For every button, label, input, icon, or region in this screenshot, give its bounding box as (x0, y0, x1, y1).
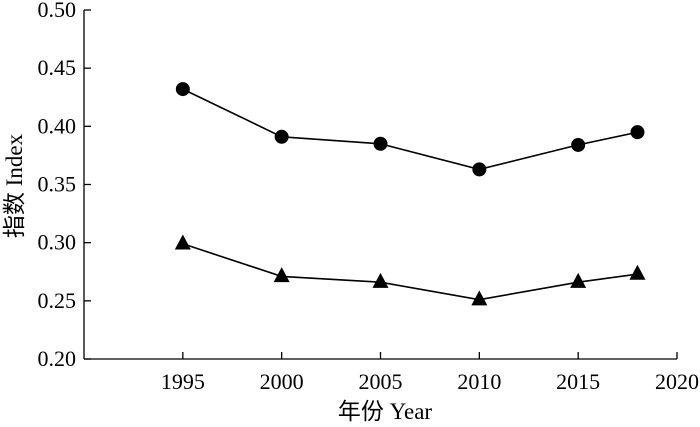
x-tick-label: 2010 (457, 369, 501, 394)
y-tick-label: 0.20 (38, 346, 77, 371)
triangle-point (570, 272, 587, 288)
triangle-point (629, 264, 646, 280)
triangle-point (372, 272, 389, 288)
circle-point (175, 82, 190, 97)
circle-point (472, 162, 487, 177)
y-tick-label: 0.30 (38, 230, 77, 255)
series-2 (174, 234, 646, 306)
series-line (182, 243, 638, 301)
series-1 (175, 82, 645, 177)
x-tick-label: 2015 (556, 369, 600, 394)
y-axis: 0.20 0.25 0.30 0.35 0.40 0.45 0.50 (38, 0, 91, 371)
circle-point (373, 136, 388, 151)
triangle-point (471, 290, 488, 306)
circle-point (571, 137, 586, 152)
x-tick-group: 1995 2000 2005 2010 2015 2020 (161, 352, 699, 394)
circle-point (630, 125, 645, 140)
triangle-point (174, 234, 191, 250)
y-tick-label: 0.50 (38, 0, 77, 22)
y-tick-label: 0.25 (38, 288, 77, 313)
x-tick-label: 2020 (655, 369, 699, 394)
x-tick-label: 2000 (260, 369, 304, 394)
circle-point (274, 129, 289, 144)
x-axis-title: 年份 Year (338, 399, 432, 424)
y-tick-group: 0.20 0.25 0.30 0.35 0.40 0.45 0.50 (38, 0, 91, 371)
x-tick-label: 1995 (161, 369, 205, 394)
x-axis: 1995 2000 2005 2010 2015 2020 (84, 352, 699, 394)
x-tick-label: 2005 (359, 369, 403, 394)
triangle-point (273, 267, 290, 283)
y-tick-label: 0.40 (38, 113, 77, 138)
plot-area (174, 82, 646, 306)
y-tick-label: 0.35 (38, 172, 77, 197)
y-axis-title: 指数 Index (2, 133, 27, 238)
y-tick-label: 0.45 (38, 55, 77, 80)
series-line (182, 88, 638, 171)
